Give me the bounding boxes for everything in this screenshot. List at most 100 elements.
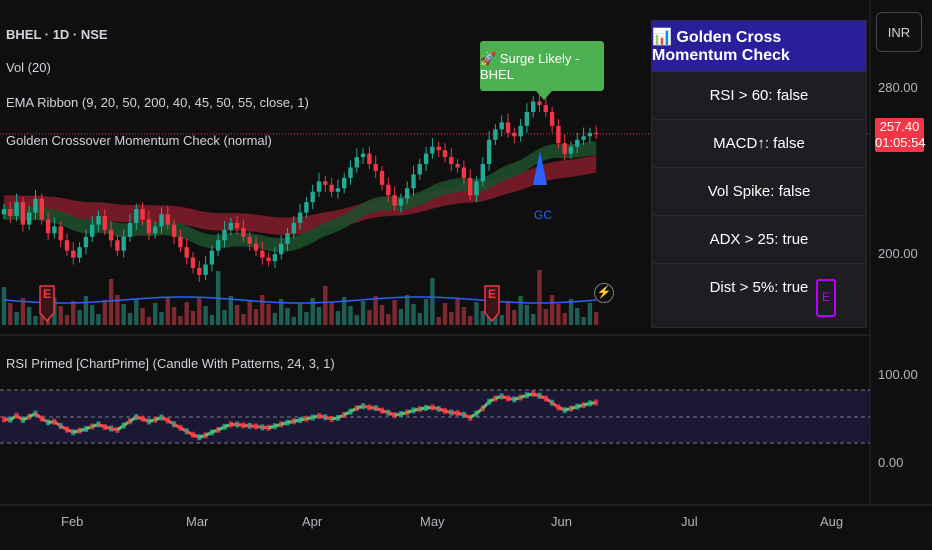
candle-body <box>260 250 265 258</box>
lightning-icon[interactable]: ⚡ <box>594 283 614 303</box>
candle-body <box>266 257 271 262</box>
volume-bar <box>524 305 530 325</box>
volume-bar <box>1 287 7 325</box>
candle-body <box>449 157 454 164</box>
surge-likely-label[interactable]: 🚀 Surge Likely - BHEL <box>480 41 604 100</box>
candle-body <box>291 222 296 234</box>
volume-bar <box>531 314 536 325</box>
candle-body <box>272 254 278 262</box>
candle-body <box>52 226 57 234</box>
volume-bar <box>279 299 284 325</box>
candle-body <box>423 153 429 164</box>
candle-body <box>581 136 586 140</box>
volume-bar <box>27 307 32 325</box>
candle-body <box>562 143 567 154</box>
volume-bar <box>77 310 82 325</box>
earnings-badge-1[interactable] <box>39 285 55 323</box>
volume-bar <box>594 312 599 325</box>
volume-bar <box>285 308 290 325</box>
candle-body <box>241 228 246 237</box>
candle-body <box>524 112 530 126</box>
candle-body <box>354 157 359 168</box>
candle-body <box>329 184 334 192</box>
volume-bar <box>102 300 107 325</box>
candle-body <box>348 167 353 178</box>
volume-bar <box>405 295 410 325</box>
volume-bar <box>348 306 353 325</box>
rsi-candle <box>14 412 19 419</box>
volume-bar <box>14 312 19 325</box>
candle-body <box>442 150 448 158</box>
currency-selector[interactable]: INR <box>876 12 922 52</box>
volume-bar <box>474 302 479 325</box>
time-label-mar: Mar <box>186 514 209 529</box>
volume-bar <box>108 279 114 325</box>
volume-bar <box>266 304 271 325</box>
candle-body <box>323 181 328 185</box>
volume-bar <box>90 305 95 325</box>
volume-bar <box>367 310 372 325</box>
candle-body <box>392 195 397 206</box>
candle-body <box>77 247 82 258</box>
symbol-title[interactable]: BHEL · 1D · NSE <box>6 27 108 42</box>
volume-bar <box>58 306 63 325</box>
candle-body <box>480 164 485 182</box>
candle-body <box>279 243 284 255</box>
volume-bar <box>455 298 460 325</box>
last-price-badge: 257.40 01:05:54 <box>875 118 926 152</box>
rsi-indicator-label[interactable]: RSI Primed [ChartPrime] (Candle With Pat… <box>6 356 335 371</box>
volume-bar <box>247 300 252 325</box>
earnings-badge-upcoming[interactable]: E <box>816 279 836 317</box>
candle-body <box>379 170 385 185</box>
candle-body <box>543 105 548 112</box>
time-label-aug: Aug <box>820 514 844 529</box>
volume-bar <box>581 317 586 325</box>
volume-bar <box>146 317 152 325</box>
candle-body <box>430 146 435 154</box>
candle-body <box>316 181 322 192</box>
rsi-tick-100: 100.00 <box>878 367 918 382</box>
volume-bar <box>304 312 309 325</box>
volume-bar <box>436 317 441 325</box>
candle-body <box>83 236 89 248</box>
candle-body <box>373 164 378 171</box>
candle-body <box>512 132 517 137</box>
candle-body <box>411 174 416 189</box>
volume-bar <box>461 307 467 325</box>
earnings-badge-2[interactable] <box>484 285 500 323</box>
candle-body <box>134 209 139 223</box>
golden-cross-indicator-label[interactable]: Golden Crossover Momentum Check (normal) <box>6 133 272 148</box>
volume-bar <box>241 314 246 325</box>
volume-bar <box>323 286 328 325</box>
candle-body <box>310 191 315 203</box>
price-tick-280: 280.00 <box>878 80 918 95</box>
candle-body <box>8 209 13 216</box>
last-price-value: 257.40 <box>879 119 920 134</box>
ema-ribbon-long <box>4 155 597 235</box>
volume-bar <box>33 316 38 325</box>
candle-body <box>102 216 107 230</box>
candle-body <box>190 257 196 268</box>
bar-countdown: 01:05:54 <box>875 135 926 150</box>
volume-bar <box>83 296 89 325</box>
candle-body <box>549 112 555 126</box>
volume-indicator-label[interactable]: Vol (20) <box>6 60 51 75</box>
time-label-jul: Jul <box>681 514 698 529</box>
candle-body <box>285 233 290 244</box>
time-label-jun: Jun <box>551 514 572 529</box>
candle-body <box>64 240 70 251</box>
ema-ribbon-mid <box>4 141 597 253</box>
volume-bar <box>134 299 139 325</box>
candle-body <box>20 202 26 225</box>
volume-bar <box>543 309 548 325</box>
earnings-shield-icon <box>39 285 55 323</box>
candle-body <box>335 188 341 192</box>
ema-ribbon-label[interactable]: EMA Ribbon (9, 20, 50, 200, 40, 45, 50, … <box>6 95 309 110</box>
candle-body <box>247 236 252 244</box>
candle-body <box>304 202 309 213</box>
candle-body <box>468 177 473 196</box>
candle-body <box>367 153 372 164</box>
candle-body <box>360 153 366 158</box>
volume-bar <box>272 313 278 325</box>
